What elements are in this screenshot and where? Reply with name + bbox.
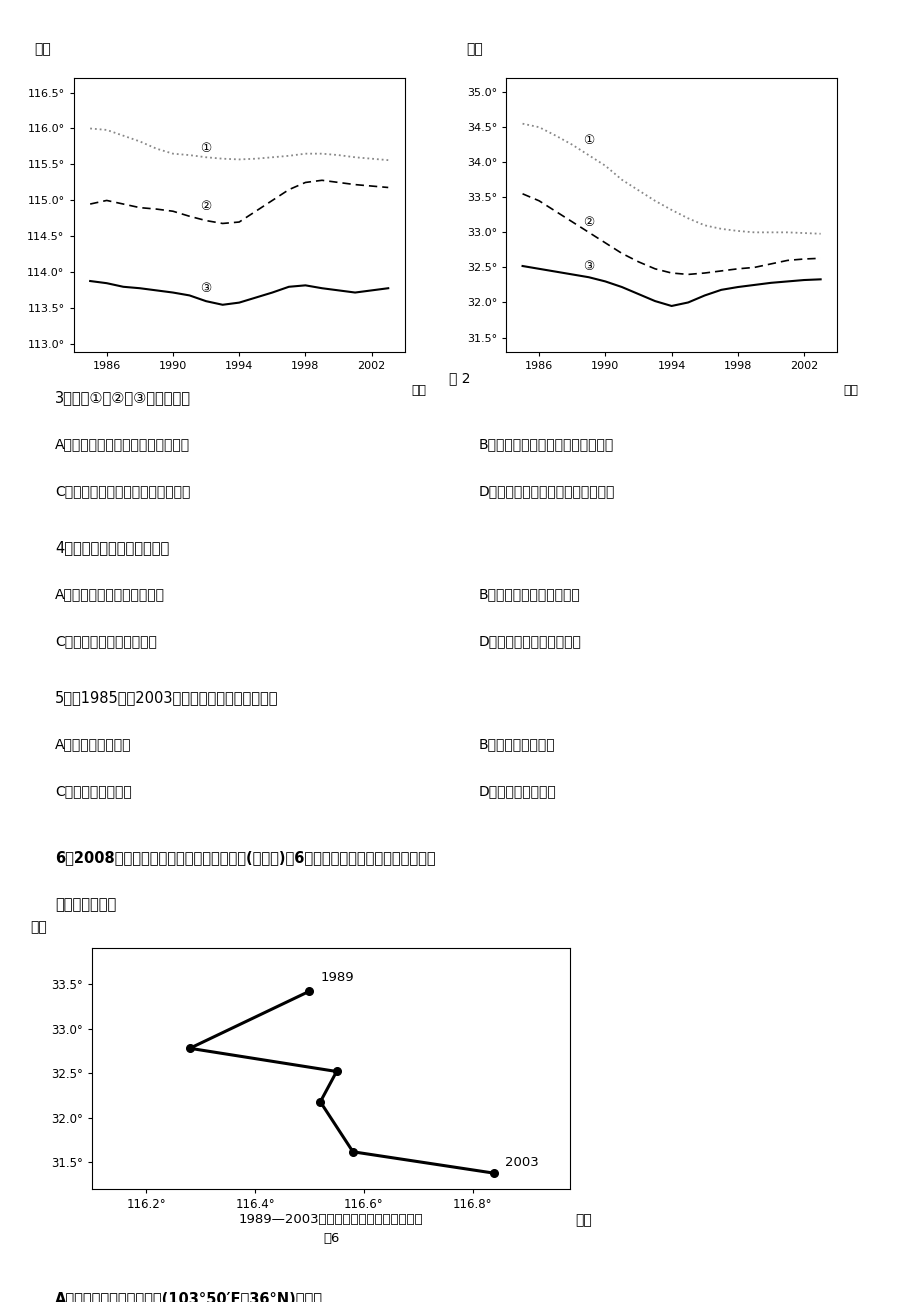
Text: C．第二产业重心移动最快: C．第二产业重心移动最快 bbox=[55, 634, 157, 648]
Text: ①: ① bbox=[200, 142, 211, 155]
Text: B．第一产业重心移动最快: B．第一产业重心移动最快 bbox=[478, 587, 580, 602]
Text: 北纬: 北纬 bbox=[29, 921, 47, 934]
Text: 2003: 2003 bbox=[505, 1156, 539, 1169]
Text: 及其迁移状况是: 及其迁移状况是 bbox=[55, 897, 117, 911]
Text: 图6: 图6 bbox=[323, 1232, 339, 1245]
Text: ①: ① bbox=[583, 134, 594, 147]
Text: B．第二产业、第三产业、第一产业: B．第二产业、第三产业、第一产业 bbox=[478, 437, 613, 452]
Text: 6．2008年普通高等学校招生全国统一考试(广东卷)图6中反映的中国装备制造业中心位置: 6．2008年普通高等学校招生全国统一考试(广东卷)图6中反映的中国装备制造业中… bbox=[55, 850, 436, 865]
Text: 东经: 东经 bbox=[574, 1213, 591, 1228]
Text: 4．从产业重心的纬度变化看: 4．从产业重心的纬度变化看 bbox=[55, 540, 169, 556]
Text: D．第三产业重心移动最快: D．第三产业重心移动最快 bbox=[478, 634, 581, 648]
Text: 年份: 年份 bbox=[411, 384, 426, 397]
Text: 年份: 年份 bbox=[843, 384, 858, 397]
Text: C．第一产业、第三产业、第二产业: C．第一产业、第三产业、第二产业 bbox=[55, 484, 190, 499]
Text: 东经: 东经 bbox=[34, 42, 51, 56]
Text: ②: ② bbox=[200, 201, 211, 214]
Text: 北纬: 北纬 bbox=[466, 42, 482, 56]
Text: B．第二产业向东北: B．第二产业向东北 bbox=[478, 737, 554, 751]
Text: A．第一产业、第二产业、第三产业: A．第一产业、第二产业、第三产业 bbox=[55, 437, 190, 452]
Text: D．第三产业、第一产业、第二产业: D．第三产业、第一产业、第二产业 bbox=[478, 484, 614, 499]
Text: 5．自1985年至2003年，产业重心移动的趋势是: 5．自1985年至2003年，产业重心移动的趋势是 bbox=[55, 690, 278, 706]
Text: D．第三产业向东南: D．第三产业向东南 bbox=[478, 784, 556, 798]
Text: A．第二产业向东南: A．第二产业向东南 bbox=[55, 737, 131, 751]
Text: C．第一产业向东南: C．第一产业向东南 bbox=[55, 784, 131, 798]
Text: ②: ② bbox=[583, 216, 594, 229]
Text: A．一直位于我国几何中心(103°50′E，36°N)东南部: A．一直位于我国几何中心(103°50′E，36°N)东南部 bbox=[55, 1290, 323, 1302]
Text: 1989—2003年中国装备制造业重心迁移图: 1989—2003年中国装备制造业重心迁移图 bbox=[239, 1212, 423, 1225]
Text: ③: ③ bbox=[583, 260, 594, 273]
Text: 3．图中①、②、③线依次代表: 3．图中①、②、③线依次代表 bbox=[55, 391, 191, 406]
Text: 1989: 1989 bbox=[320, 971, 354, 984]
Text: 图 2: 图 2 bbox=[448, 371, 471, 385]
Text: A．三次产业重心均向北移动: A．三次产业重心均向北移动 bbox=[55, 587, 165, 602]
Text: ③: ③ bbox=[200, 283, 211, 296]
